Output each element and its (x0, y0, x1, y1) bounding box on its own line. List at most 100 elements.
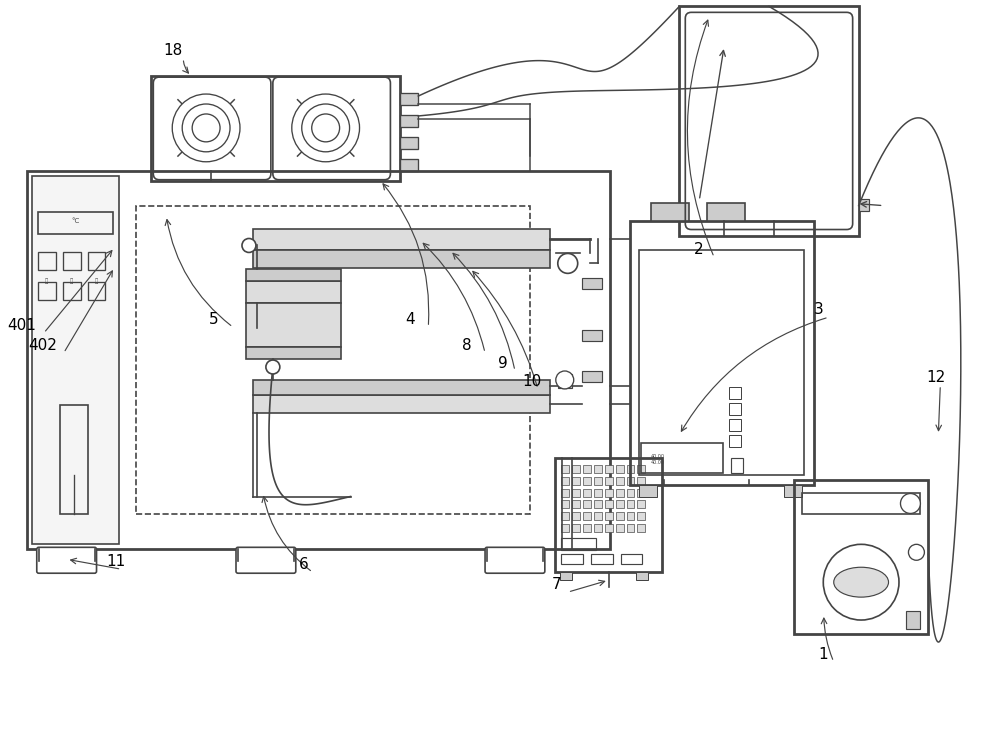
Bar (572, 465, 580, 473)
Bar (637, 512, 645, 520)
Circle shape (182, 104, 230, 152)
Bar (38, 212, 113, 234)
Bar (637, 476, 645, 484)
Bar (731, 458, 743, 473)
Bar (246, 347, 341, 359)
Bar (583, 489, 591, 497)
Bar (88, 252, 105, 270)
Bar (594, 465, 602, 473)
Bar (253, 380, 550, 395)
Text: 401: 401 (7, 318, 36, 333)
Circle shape (302, 104, 350, 152)
Bar (627, 465, 634, 473)
Bar (627, 476, 634, 484)
Text: °C: °C (71, 218, 80, 223)
Bar (253, 251, 550, 268)
Bar (561, 554, 583, 564)
Bar (627, 512, 634, 520)
Text: 3: 3 (814, 302, 824, 318)
Bar (583, 512, 591, 520)
Circle shape (556, 371, 574, 389)
Bar (88, 282, 105, 301)
Bar (561, 538, 596, 551)
Bar (400, 93, 418, 105)
FancyBboxPatch shape (485, 548, 545, 573)
Bar (605, 476, 613, 484)
Text: 停: 停 (70, 279, 73, 284)
Bar (605, 524, 613, 532)
Text: 6: 6 (299, 557, 309, 573)
Bar (561, 501, 569, 509)
Bar (637, 465, 645, 473)
Text: 2: 2 (694, 243, 704, 257)
Bar (583, 524, 591, 532)
Bar (636, 573, 648, 580)
Bar (627, 524, 634, 532)
Bar (616, 465, 624, 473)
Ellipse shape (834, 567, 889, 597)
Text: 9: 9 (498, 356, 508, 371)
Bar (729, 403, 741, 415)
Bar (729, 419, 741, 431)
Bar (253, 395, 550, 413)
Text: 18: 18 (163, 43, 183, 58)
Bar (621, 554, 642, 564)
Bar (38, 282, 56, 301)
Bar (594, 512, 602, 520)
Bar (616, 512, 624, 520)
Bar (707, 203, 745, 220)
Bar (651, 203, 689, 220)
Text: 8: 8 (462, 338, 472, 353)
Bar (594, 524, 602, 532)
Bar (594, 489, 602, 497)
Bar (246, 282, 341, 304)
Bar (583, 501, 591, 509)
Circle shape (558, 254, 578, 273)
Bar (616, 489, 624, 497)
Bar (627, 489, 634, 497)
Bar (572, 489, 580, 497)
Text: 12: 12 (926, 370, 946, 385)
Bar (253, 229, 550, 251)
Circle shape (908, 545, 924, 560)
Bar (582, 329, 602, 340)
Bar (558, 374, 572, 388)
Bar (729, 387, 741, 399)
Bar (591, 554, 613, 564)
Bar (594, 476, 602, 484)
Bar (605, 501, 613, 509)
Bar (151, 76, 400, 181)
Bar (605, 489, 613, 497)
Bar (572, 524, 580, 532)
Text: 10: 10 (522, 374, 541, 389)
Bar (639, 484, 657, 497)
Text: 开: 开 (95, 279, 98, 284)
Bar (246, 304, 341, 347)
Bar (27, 171, 610, 549)
Bar (560, 573, 572, 580)
Bar (616, 476, 624, 484)
Bar (582, 371, 602, 382)
Bar (605, 465, 613, 473)
Text: 开: 开 (45, 279, 48, 284)
Bar (784, 484, 802, 497)
Circle shape (900, 493, 920, 514)
Text: 7: 7 (552, 577, 561, 592)
Bar (802, 492, 920, 514)
Bar (561, 476, 569, 484)
Circle shape (266, 360, 280, 374)
Bar (32, 176, 119, 545)
Text: 402: 402 (28, 338, 57, 353)
Bar (627, 501, 634, 509)
Bar (859, 198, 869, 211)
Circle shape (192, 114, 220, 142)
Bar (637, 489, 645, 497)
Bar (616, 501, 624, 509)
Bar (729, 434, 741, 447)
Bar (605, 512, 613, 520)
Bar (582, 278, 602, 289)
Bar (572, 512, 580, 520)
Circle shape (823, 545, 899, 620)
FancyBboxPatch shape (37, 548, 97, 573)
Text: 1: 1 (819, 647, 828, 662)
